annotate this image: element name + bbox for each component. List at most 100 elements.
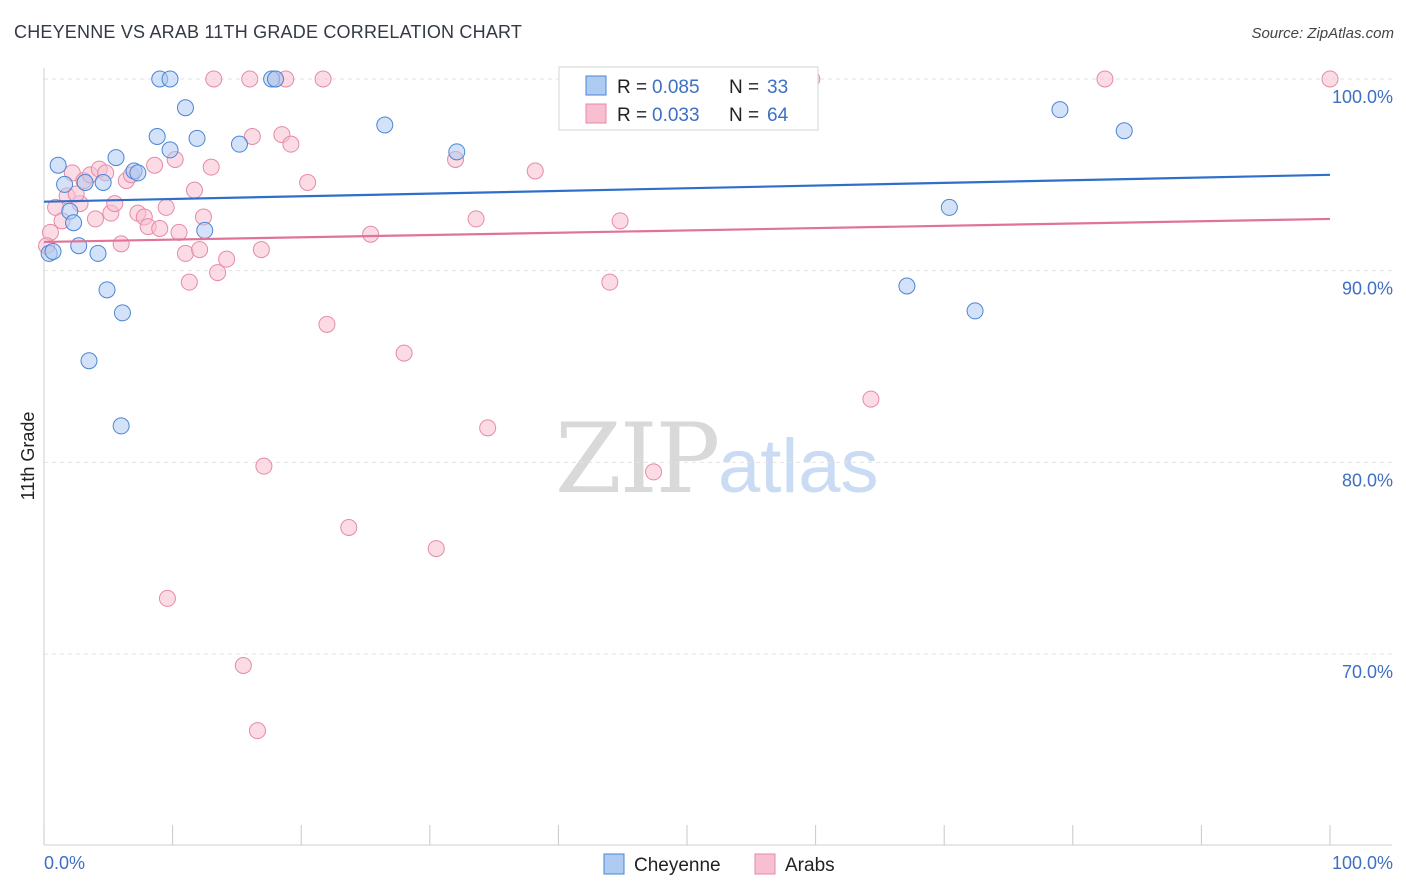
cheyenne-point-30 <box>940 198 958 216</box>
arabs-point-41 <box>314 70 332 88</box>
watermark-zip: ZIP <box>555 403 718 515</box>
source-label: Source: ZipAtlas.com <box>1251 25 1394 42</box>
cheyenne-point-22 <box>196 221 214 239</box>
arabs-point-8 <box>86 210 104 228</box>
cheyenne-point-16 <box>148 128 166 145</box>
arabs-point-40 <box>299 174 317 191</box>
chart-title: CHEYENNE VS ARAB 11TH GRADE CORRELATION … <box>14 22 523 42</box>
arabs-point-60 <box>234 657 252 674</box>
cheyenne-points <box>40 70 1133 435</box>
cheyenne-trend-line <box>43 173 1331 203</box>
arabs-trend-line <box>43 217 1331 244</box>
cheyenne-point-12 <box>113 304 131 322</box>
cheyenne-point-10 <box>98 281 116 299</box>
cheyenne-point-1 <box>44 243 62 260</box>
x-tick-label-max: 100.0% <box>1332 853 1393 873</box>
arabs-point-29 <box>202 158 220 176</box>
arabs-point-57 <box>1321 70 1339 88</box>
arabs-point-30 <box>209 264 227 282</box>
y-tick-label-0: 100.0% <box>1332 87 1393 107</box>
cheyenne-point-26 <box>376 116 394 134</box>
arabs-point-39 <box>282 135 300 153</box>
x-ticks <box>43 825 1331 845</box>
arabs-point-59 <box>158 589 176 607</box>
cheyenne-point-21 <box>188 129 206 147</box>
cheyenne-point-13 <box>112 417 130 435</box>
arabs-point-33 <box>241 70 259 88</box>
legend-r-label-cheyenne: R = <box>617 77 647 98</box>
watermark-atlas: atlas <box>718 424 879 509</box>
grid-lines <box>44 78 1392 655</box>
cheyenne-point-2 <box>49 156 67 174</box>
cheyenne-point-19 <box>161 141 179 159</box>
legend-r-label-arabs: R = <box>617 105 647 126</box>
arabs-point-56 <box>1096 70 1114 88</box>
arabs-point-46 <box>427 540 445 558</box>
legend-r-value-cheyenne: 0.085 <box>652 77 700 98</box>
cheyenne-point-11 <box>107 149 125 167</box>
arabs-point-20 <box>151 220 169 237</box>
legend-swatch-arabs <box>585 103 607 124</box>
arabs-point-43 <box>340 519 358 536</box>
legend-swatch-cheyenne <box>585 75 607 96</box>
cheyenne-point-32 <box>1051 101 1069 119</box>
cheyenne-point-18 <box>161 70 179 88</box>
trend-lines <box>43 173 1331 244</box>
y-axis-label: 11th Grade <box>18 412 38 501</box>
arabs-point-50 <box>526 162 544 180</box>
cheyenne-point-7 <box>76 174 94 191</box>
arabs-point-51 <box>601 273 619 291</box>
arabs-point-49 <box>479 419 497 437</box>
cheyenne-point-9 <box>94 174 112 191</box>
y-tick-label-2: 80.0% <box>1342 470 1393 490</box>
cheyenne-point-25 <box>266 70 284 88</box>
series-legend-label-arabs: Arabs <box>785 855 835 876</box>
arabs-point-13 <box>112 235 130 253</box>
legend-n-label-arabs: N = <box>729 105 759 126</box>
arabs-point-31 <box>218 250 236 268</box>
arabs-point-19 <box>146 156 164 174</box>
series-legend-label-cheyenne: Cheyenne <box>634 855 721 876</box>
arabs-point-53 <box>645 463 663 481</box>
arabs-point-12 <box>106 195 124 213</box>
y-tick-labels: 100.0% 90.0% 80.0% 70.0% <box>1332 87 1393 682</box>
arabs-point-35 <box>252 241 270 259</box>
arabs-point-24 <box>176 244 194 262</box>
legend-n-value-arabs: 64 <box>767 105 789 126</box>
cheyenne-point-3 <box>56 175 74 193</box>
arabs-point-34 <box>243 128 261 145</box>
cheyenne-point-23 <box>230 135 248 153</box>
arabs-point-27 <box>191 241 209 259</box>
arabs-point-32 <box>205 70 223 88</box>
arabs-point-25 <box>180 273 198 291</box>
y-tick-label-3: 70.0% <box>1342 662 1393 682</box>
arabs-point-21 <box>157 198 175 216</box>
arabs-point-26 <box>185 181 203 199</box>
cheyenne-point-29 <box>898 277 916 295</box>
series-legend-swatch-cheyenne <box>603 853 625 875</box>
cheyenne-point-31 <box>966 302 984 320</box>
cheyenne-point-33 <box>1115 122 1133 140</box>
series-legend-swatch-arabs <box>754 853 776 875</box>
cheyenne-point-34 <box>80 352 98 370</box>
cheyenne-point-15 <box>129 164 147 182</box>
arabs-point-44 <box>362 225 380 243</box>
cheyenne-point-8 <box>89 244 107 262</box>
arabs-point-61 <box>248 722 266 740</box>
cheyenne-point-27 <box>448 143 466 161</box>
legend-r-value-arabs: 0.033 <box>652 105 700 126</box>
axes <box>43 68 1392 846</box>
arabs-point-55 <box>862 390 880 408</box>
arabs-point-52 <box>611 212 629 230</box>
arabs-point-48 <box>467 210 485 228</box>
legend-n-value-cheyenne: 33 <box>767 77 788 98</box>
legend-n-label-cheyenne: N = <box>729 77 759 98</box>
series-legend: Cheyenne Arabs <box>603 853 835 876</box>
stats-legend: R = 0.085 N = 33 R = 0.033 N = 64 <box>558 66 819 131</box>
cheyenne-point-5 <box>65 214 83 232</box>
arabs-point-23 <box>170 223 188 241</box>
arabs-point-42 <box>318 315 336 333</box>
arabs-point-58 <box>255 457 273 475</box>
arabs-point-45 <box>395 344 413 362</box>
